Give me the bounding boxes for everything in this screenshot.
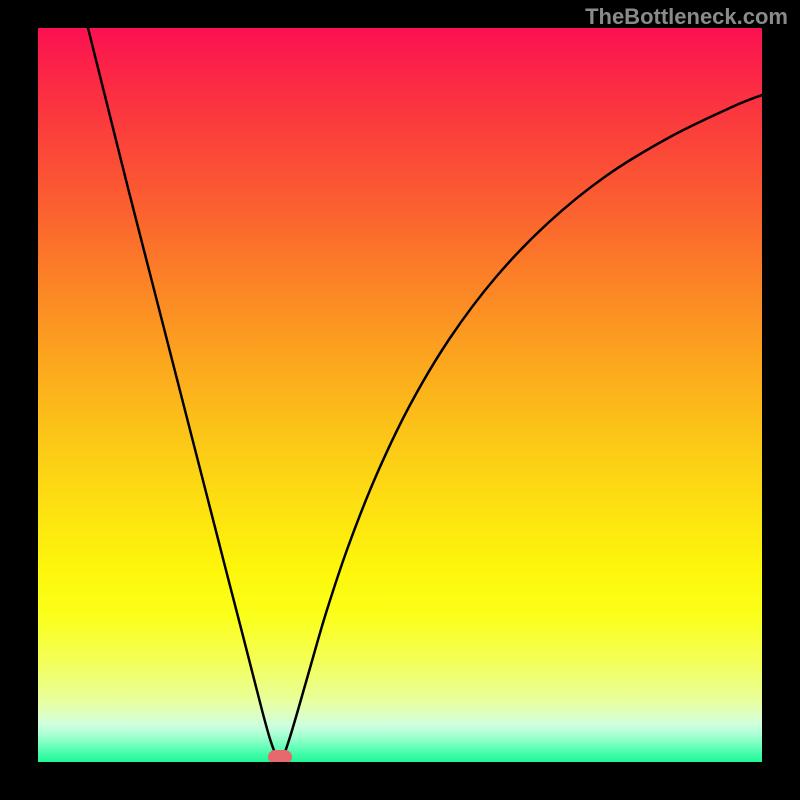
plot-area [38,28,762,762]
chart-container: TheBottleneck.com [0,0,800,800]
optimal-point-marker [268,750,292,762]
gradient-background [38,28,762,762]
watermark-text: TheBottleneck.com [585,4,788,30]
